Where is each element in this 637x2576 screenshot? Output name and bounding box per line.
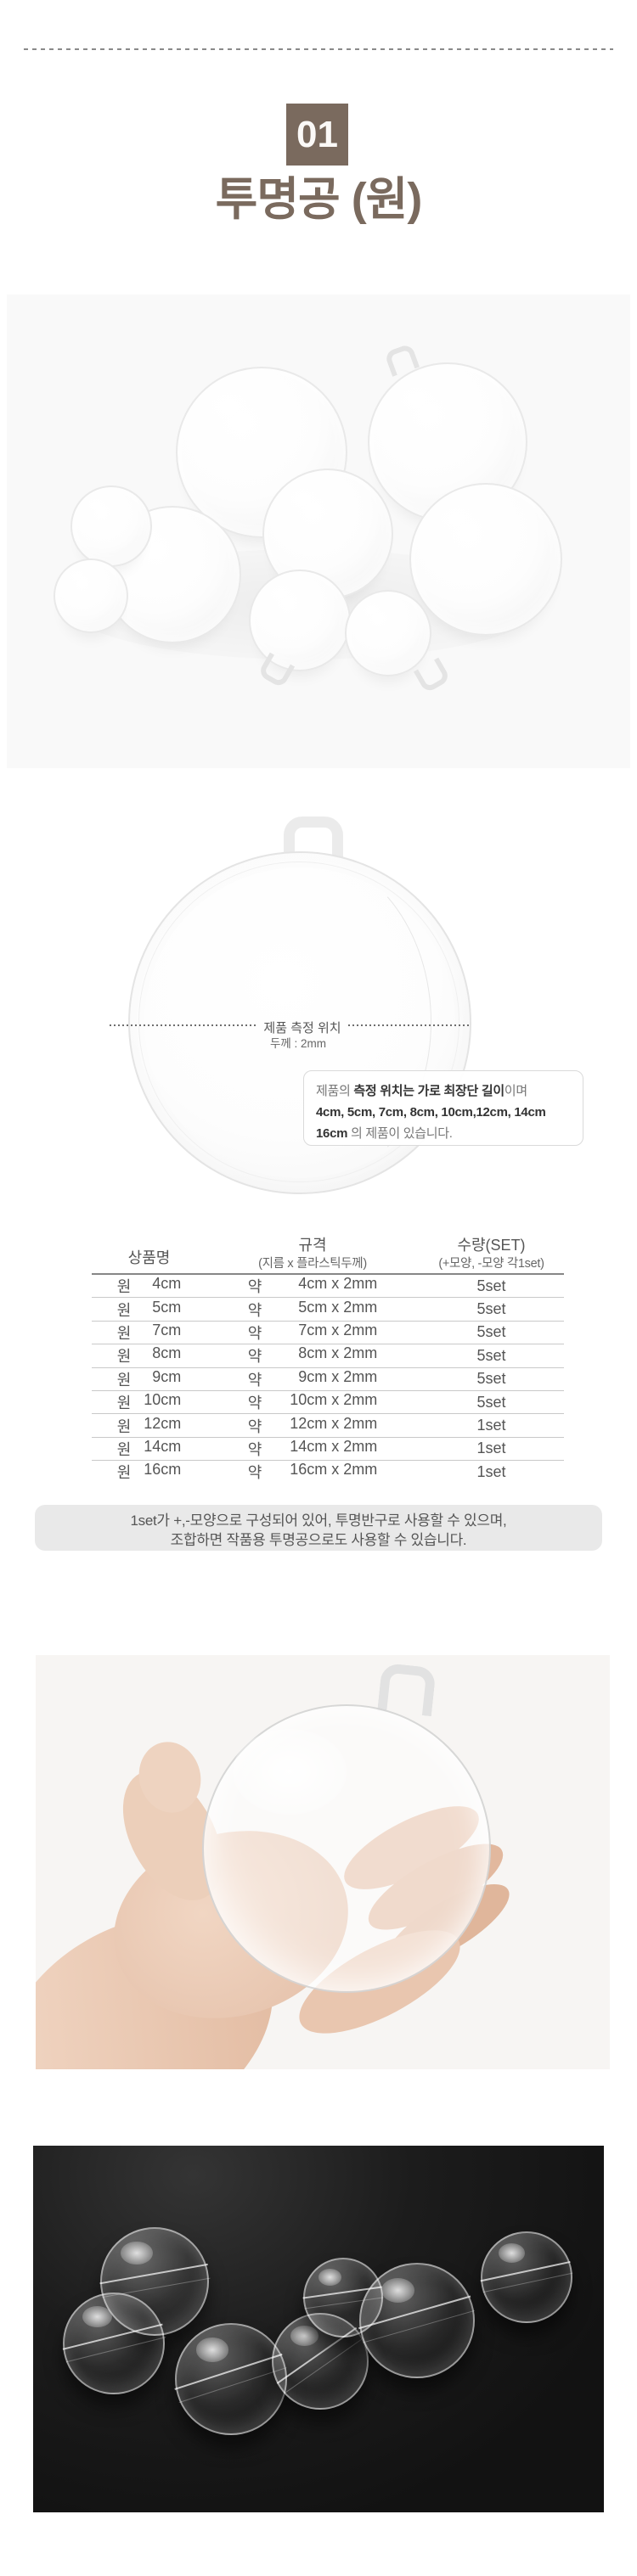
transparent-ball xyxy=(249,570,351,671)
table-row: 원 14cm 약 14cm x 2mm 1set xyxy=(92,1437,564,1462)
cell-quantity: 5set xyxy=(476,1393,506,1411)
cell-spec: 약 14cm x 2mm xyxy=(247,1437,378,1458)
cell-product-name: 원 4cm xyxy=(116,1275,182,1296)
transparent-ball-dark xyxy=(358,2263,476,2378)
ball-seam-line xyxy=(62,2323,166,2362)
ball-highlight xyxy=(121,2241,153,2265)
ball-seam-line xyxy=(174,2353,288,2404)
transparent-ball xyxy=(345,590,431,676)
notice-line2: 조합하면 작품용 투명공으로도 사용할 수 있습니다. xyxy=(170,1532,467,1548)
spec-table-rows: 원 4cm 약 4cm x 2mm 5set 원 5cm 약 5cm x 2mm 5set 원 7cm… xyxy=(92,1275,564,1484)
hand-ball xyxy=(202,1704,491,1993)
table-subheader-spec: (지름 x 플라스틱두께) xyxy=(258,1257,367,1271)
table-subheader-qty: (+모양, -모양 각1set) xyxy=(438,1257,544,1271)
table-row: 원 5cm 약 5cm x 2mm 5set xyxy=(92,1298,564,1322)
measure-position-label: 제품 측정 위치 xyxy=(263,1021,341,1035)
transparent-ball xyxy=(70,485,152,567)
top-dashed-divider xyxy=(24,48,613,50)
cell-quantity: 5set xyxy=(476,1300,506,1318)
cell-quantity: 5set xyxy=(476,1323,506,1341)
cell-spec: 약 4cm x 2mm xyxy=(247,1275,378,1296)
cell-quantity: 1set xyxy=(476,1440,506,1457)
cell-product-name: 원 9cm xyxy=(116,1367,182,1389)
ball-highlight xyxy=(290,2326,318,2347)
size-note-line2: 4cm, 5cm, 7cm, 8cm, 10cm,12cm, 14cm xyxy=(316,1105,546,1120)
table-row: 원 7cm 약 7cm x 2mm 5set xyxy=(92,1321,564,1345)
table-header-qty: 수량(SET) xyxy=(457,1237,526,1254)
table-header-spec: 규격 xyxy=(298,1237,327,1254)
transparent-ball xyxy=(409,483,562,636)
size-note-box: 제품의 측정 위치는 가로 최장단 길이이며 4cm, 5cm, 7cm, 8c… xyxy=(303,1070,583,1146)
cell-quantity: 1set xyxy=(476,1462,506,1480)
cell-product-name: 원 16cm xyxy=(116,1461,182,1482)
cell-spec: 약 8cm x 2mm xyxy=(247,1344,378,1366)
set-composition-notice: 1set가 +,-모양으로 구성되어 있어, 투명반구로 사용할 수 있으며, … xyxy=(35,1505,602,1551)
size-note-line1: 제품의 측정 위치는 가로 최장단 길이이며 xyxy=(316,1084,527,1098)
transparent-ball-dark xyxy=(174,2323,288,2435)
cell-quantity: 5set xyxy=(476,1277,506,1294)
ball-seam-line xyxy=(276,2326,364,2394)
hand-photo xyxy=(36,1655,610,2069)
ball-highlight xyxy=(381,2277,415,2303)
notice-line1: 1set가 +,-모양으로 구성되어 있어, 투명반구로 사용할 수 있으며, xyxy=(130,1512,507,1529)
cell-quantity: 5set xyxy=(476,1370,506,1388)
ball-seam-line xyxy=(358,2295,476,2343)
cell-product-name: 원 8cm xyxy=(116,1344,182,1366)
measure-line-left xyxy=(110,1024,256,1026)
cell-spec: 약 7cm x 2mm xyxy=(247,1321,378,1342)
ball-highlight xyxy=(318,2268,342,2286)
cell-spec: 약 5cm x 2mm xyxy=(247,1298,378,1319)
cell-product-name: 원 14cm xyxy=(116,1437,182,1458)
transparent-ball xyxy=(54,558,128,633)
size-note-line3: 16cm 의 제품이 있습니다. xyxy=(316,1126,453,1141)
hand-ball-hanger-loop-icon xyxy=(377,1662,437,1717)
measure-line-right xyxy=(348,1024,469,1026)
dark-photo xyxy=(33,2146,604,2512)
ball-highlight xyxy=(498,2243,525,2264)
table-row: 원 4cm 약 4cm x 2mm 5set xyxy=(92,1275,564,1299)
section-number-badge: 01 xyxy=(286,104,348,166)
table-row: 원 9cm 약 9cm x 2mm 5set xyxy=(92,1368,564,1391)
cell-product-name: 원 7cm xyxy=(116,1321,182,1342)
ball-highlight xyxy=(82,2305,112,2328)
product-photo-main xyxy=(7,295,630,768)
cell-spec: 약 16cm x 2mm xyxy=(247,1461,378,1482)
cell-spec: 약 10cm x 2mm xyxy=(247,1391,378,1412)
cell-spec: 약 9cm x 2mm xyxy=(247,1367,378,1389)
ball-highlight xyxy=(196,2337,229,2362)
table-header-rule xyxy=(92,1273,564,1275)
table-row: 원 8cm 약 8cm x 2mm 5set xyxy=(92,1344,564,1368)
table-row: 원 10cm 약 10cm x 2mm 5set xyxy=(92,1391,564,1415)
cell-product-name: 원 5cm xyxy=(116,1298,182,1319)
section-title: 투명공 (원) xyxy=(215,174,423,225)
transparent-ball-dark xyxy=(62,2293,166,2394)
transparent-ball-dark xyxy=(480,2231,573,2323)
diagram-ball-seam xyxy=(166,853,431,1191)
cell-spec: 약 12cm x 2mm xyxy=(247,1414,378,1435)
table-row: 원 12cm 약 12cm x 2mm 1set xyxy=(92,1414,564,1438)
thickness-label: 두께 : 2mm xyxy=(269,1037,327,1050)
cell-product-name: 원 12cm xyxy=(116,1414,182,1435)
ball-seam-line xyxy=(480,2260,573,2293)
cell-quantity: 5set xyxy=(476,1346,506,1364)
table-header-name: 상품명 xyxy=(127,1249,171,1266)
cell-product-name: 원 10cm xyxy=(116,1391,182,1412)
table-row: 원 16cm 약 16cm x 2mm 1set xyxy=(92,1461,564,1483)
cell-quantity: 1set xyxy=(476,1417,506,1434)
